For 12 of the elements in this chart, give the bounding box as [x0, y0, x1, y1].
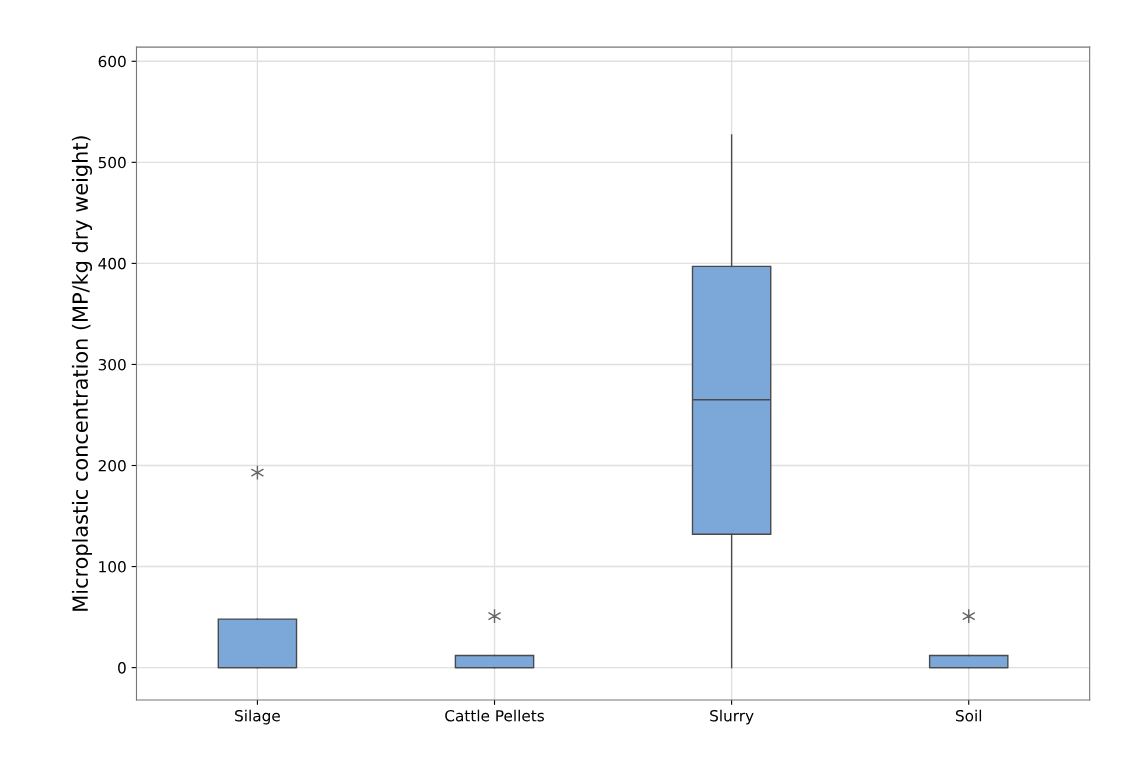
y-tick-label: 100: [99, 561, 126, 573]
x-tick-label: Soil: [955, 709, 982, 722]
y-tick-label: 200: [98, 459, 126, 472]
x-tick-label: Silage: [235, 709, 280, 725]
y-tick-label: 400: [98, 257, 126, 270]
y-tick-label: 0: [118, 662, 126, 674]
y-axis-title: Microplastic concentration (MP/kg dry weight): [71, 136, 93, 611]
x-tick-label: Cattle Pellets: [445, 709, 544, 722]
y-tick-label: 300: [98, 358, 126, 371]
y-tick-label: 500: [98, 156, 126, 169]
x-tick-label: Slurry: [710, 709, 754, 725]
y-tick-label: 600: [98, 55, 126, 68]
